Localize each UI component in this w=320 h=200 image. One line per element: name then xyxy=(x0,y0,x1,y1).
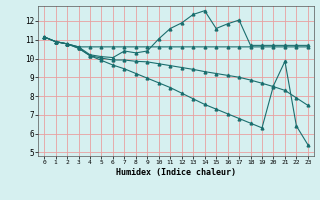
X-axis label: Humidex (Indice chaleur): Humidex (Indice chaleur) xyxy=(116,168,236,177)
